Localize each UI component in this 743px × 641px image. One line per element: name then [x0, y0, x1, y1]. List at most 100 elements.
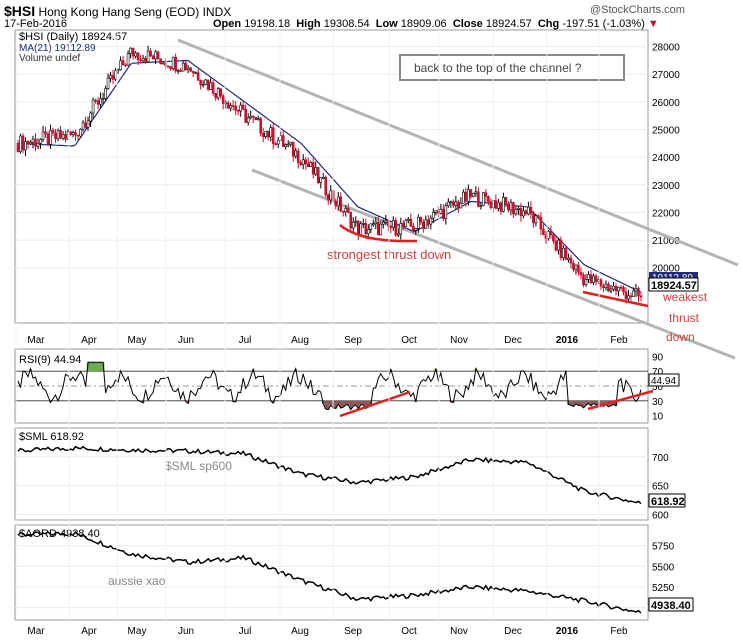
price-y-tick: 28000: [652, 43, 680, 54]
candle-body: [29, 141, 32, 145]
candle-body: [219, 88, 222, 97]
rsi-overbought-fill: [91, 362, 95, 372]
candle-body: [402, 223, 405, 227]
rsi-oversold-fill: [334, 400, 338, 409]
candle-body: [512, 202, 515, 215]
x-axis-labels-top: Mar Apr May Jun Jul Aug Sep Oct Nov Dec 2016 Feb: [15, 30, 628, 620]
chg-value: -197.51 (-1.03%): [562, 18, 645, 30]
candle-body: [519, 208, 523, 217]
candle-body: [522, 210, 525, 217]
candle-body: [84, 122, 87, 128]
candle-body: [36, 142, 40, 147]
candle-body: [487, 196, 490, 202]
candle-body: [326, 194, 330, 201]
candle-body: [504, 197, 508, 205]
candle-body: [614, 285, 618, 292]
candle-body: [81, 122, 85, 130]
candle-body: [59, 130, 62, 139]
candle-body: [449, 201, 453, 204]
candle-body: [509, 202, 513, 211]
close-label: Close: [452, 18, 483, 30]
candle-body: [139, 59, 142, 62]
y-tick: 700: [652, 453, 669, 464]
candle-body: [422, 221, 425, 229]
candle-body: [119, 60, 122, 71]
rsi-oversold-fill: [341, 400, 345, 408]
candle-body: [26, 140, 30, 145]
x-tick-label: 2016: [556, 335, 579, 346]
candle-body: [186, 67, 190, 70]
candle-body: [256, 118, 260, 120]
candle-body: [454, 201, 458, 206]
candle-body: [604, 283, 608, 288]
x-tick-label: Feb: [610, 335, 628, 346]
candle-body: [204, 79, 207, 85]
legend-volume: Volume undef: [19, 53, 80, 64]
low-label: Low: [375, 18, 398, 30]
candle-body: [349, 212, 353, 229]
candle-body: [336, 196, 340, 207]
candle-body: [166, 65, 170, 68]
candle-body: [341, 210, 345, 213]
candle-body: [324, 176, 328, 196]
candle-body: [499, 202, 503, 212]
candle-body: [201, 84, 205, 86]
rsi-oversold-fill: [356, 400, 360, 409]
candle-body: [226, 102, 230, 109]
candle-body: [281, 135, 285, 147]
candle-body: [534, 215, 538, 224]
candle-body: [21, 135, 25, 151]
candle-body: [552, 234, 555, 242]
x-tick-label: Oct: [401, 626, 417, 637]
candle-body: [589, 274, 593, 283]
rsi-oversold-fill: [577, 400, 580, 406]
candle-body: [329, 190, 333, 201]
x-tick-label: Apr: [81, 335, 97, 346]
rsi-overbought-fill: [94, 362, 97, 372]
candle-body: [146, 50, 150, 63]
x-tick-label: Jun: [178, 335, 194, 346]
candle-body: [397, 233, 400, 236]
legend-ma: MA(21) 19112.89: [19, 43, 96, 54]
candle-body: [251, 115, 255, 118]
candle-body: [634, 288, 638, 292]
candle-body: [61, 134, 65, 139]
aord-last-box: [648, 597, 694, 612]
rsi-y-tick: 10: [652, 412, 664, 423]
candle-body: [76, 134, 80, 137]
candle-body: [91, 99, 95, 114]
candle-body: [619, 286, 623, 289]
candle-body: [609, 288, 613, 292]
candle-body: [151, 55, 155, 60]
rsi-oversold-fill: [569, 400, 573, 406]
candle-body: [554, 240, 558, 251]
candle-body: [559, 239, 563, 259]
candle-body: [34, 138, 37, 147]
candle-body: [31, 138, 35, 143]
candle-body: [409, 218, 413, 227]
candle-body: [79, 128, 82, 137]
candle-body: [489, 201, 493, 208]
rsi-oversold-fill: [587, 400, 590, 404]
y-tick: 5750: [652, 542, 675, 553]
price-legend: $HSI (Daily) 18924.57 MA(21) 19112.89 Vo…: [19, 31, 127, 64]
candle-body: [371, 223, 375, 226]
candle-body: [284, 144, 288, 147]
rsi-label: RSI(9) 44.94: [19, 354, 81, 366]
candle-body: [346, 208, 350, 213]
x-tick-label: Dec: [504, 626, 522, 637]
rsi-oversold-fill: [344, 400, 348, 405]
candle-body: [24, 140, 27, 151]
price-y-tick: 24000: [652, 153, 680, 164]
candle-body: [414, 228, 418, 231]
candle-body: [467, 189, 470, 202]
candle-body: [607, 283, 610, 292]
candle-body: [469, 189, 473, 197]
sml-label: $SML 618.92: [19, 431, 84, 443]
rsi-oversold-fill: [346, 400, 350, 406]
candle-body: [169, 66, 172, 69]
candle-body: [51, 130, 55, 134]
candle-body: [582, 274, 585, 286]
candle-body: [176, 70, 180, 72]
candle-body: [129, 47, 132, 54]
